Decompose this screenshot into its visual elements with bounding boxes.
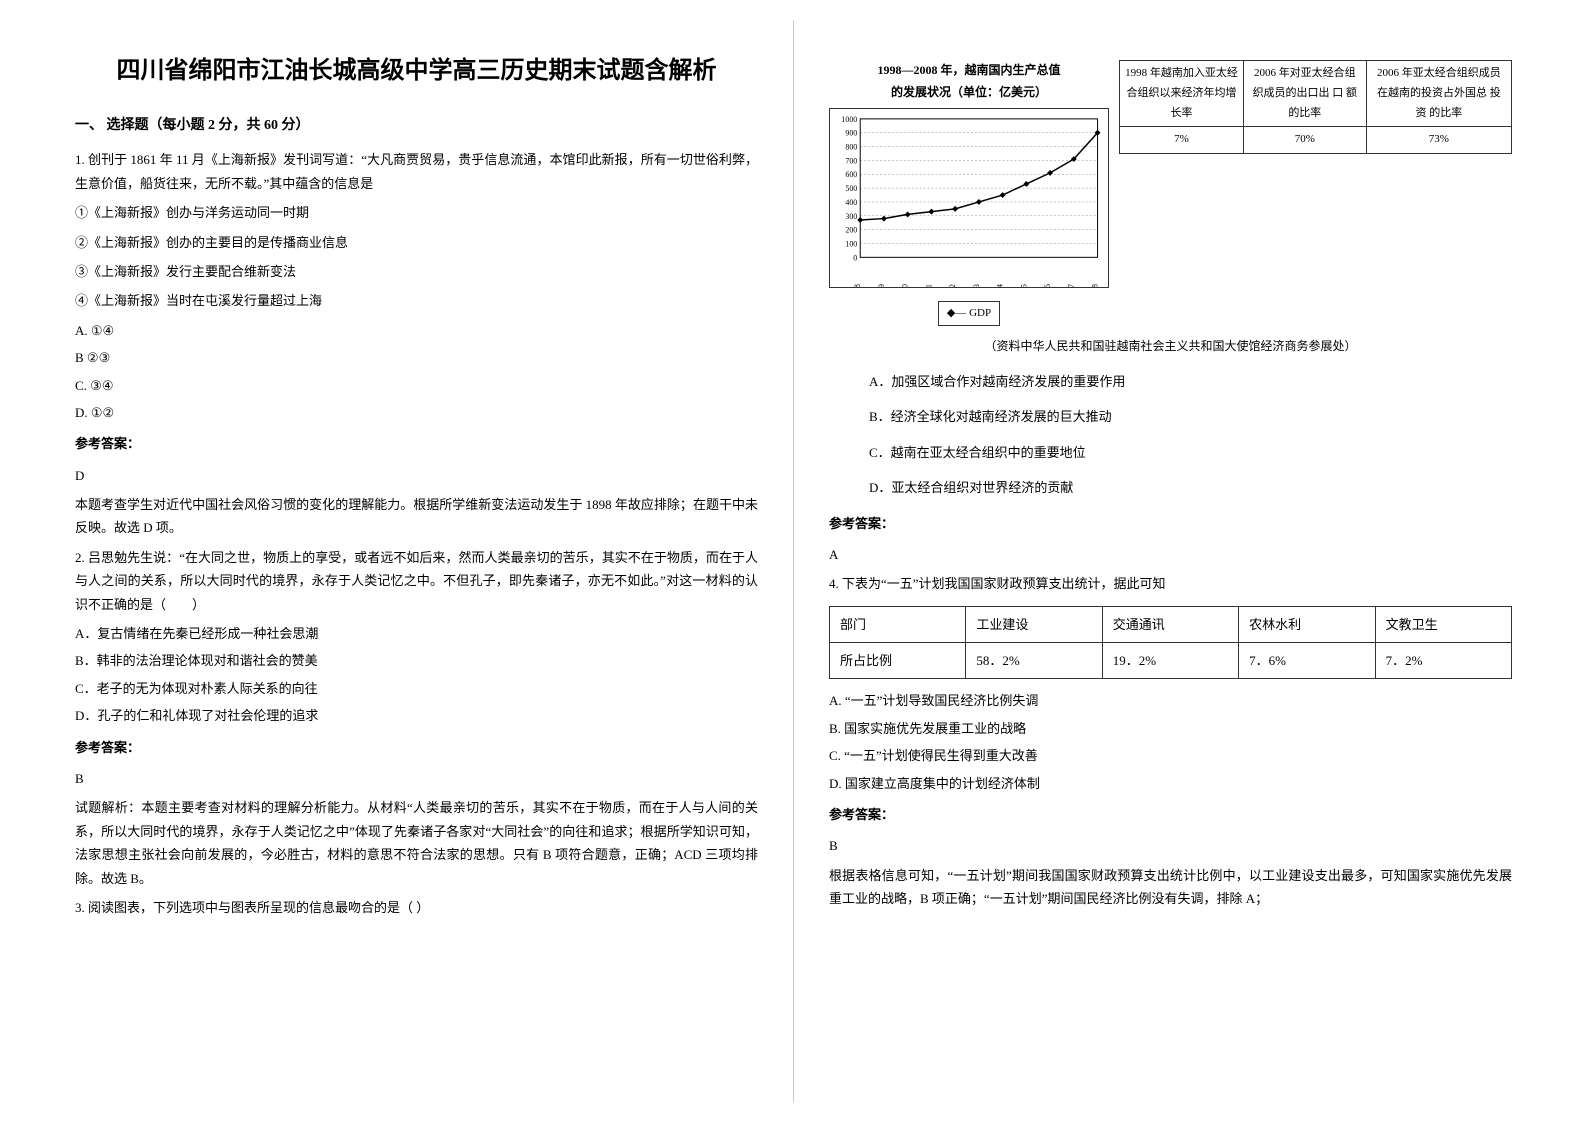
- q1-s3: ③《上海新报》发行主要配合维新变法: [75, 260, 758, 283]
- q4-ans-label: 参考答案：: [829, 803, 1512, 826]
- svg-text:1000: 1000: [841, 115, 857, 124]
- svg-text:2008: 2008: [1091, 284, 1100, 288]
- q2-optB: B．韩非的法治理论体现对和谐社会的赞美: [75, 649, 758, 672]
- q2-optD: D．孔子的仁和礼体现了对社会伦理的追求: [75, 704, 758, 727]
- left-column: 四川省绵阳市江油长城高级中学高三历史期末试题含解析 一、 选择题（每小题 2 分…: [40, 20, 794, 1102]
- svg-text:2006: 2006: [1043, 284, 1052, 288]
- q1-optC: C. ③④: [75, 374, 758, 397]
- cell: 7．2%: [1375, 643, 1511, 679]
- svg-text:2004: 2004: [996, 284, 1005, 288]
- svg-text:2005: 2005: [1019, 284, 1028, 288]
- q4-optB: B. 国家实施优先发展重工业的战略: [829, 717, 1512, 740]
- q2-ans-label: 参考答案：: [75, 736, 758, 759]
- svg-text:700: 700: [845, 157, 857, 166]
- q3-ans: A: [829, 543, 1512, 566]
- q1-optA: A. ①④: [75, 319, 758, 342]
- q2-stem: 2. 吕思勉先生说：“在大同之世，物质上的享受，或者远不如后来，然而人类最亲切的…: [75, 546, 758, 616]
- q1-ans-label: 参考答案：: [75, 432, 758, 455]
- cell: 58．2%: [966, 643, 1102, 679]
- q1-stem: 1. 创刊于 1861 年 11 月《上海新报》发刊词写道：“大凡商贾贸易，贵乎…: [75, 148, 758, 195]
- q4-stem: 4. 下表为“一五”计划我国国家财政预算支出统计，据此可知: [829, 572, 1512, 595]
- q1-s2: ②《上海新报》创办的主要目的是传播商业信息: [75, 231, 758, 254]
- svg-text:2000: 2000: [901, 284, 910, 288]
- cell: 7%: [1120, 127, 1244, 154]
- q1-optB: B ②③: [75, 346, 758, 369]
- chart-caption: （资料中华人民共和国驻越南社会主义共和国大使馆经济商务参展处）: [829, 336, 1512, 358]
- chart-area: 1998—2008 年，越南国内生产总值 的发展状况（单位：亿美元） 0 100 2…: [829, 60, 1512, 326]
- svg-text:2001: 2001: [924, 284, 933, 288]
- q3-optD: D．亚太经合组织对世界经济的贡献: [869, 476, 1512, 499]
- gdp-line-chart: 0 100 200 300 400 500 600 700 800 900 1000 1998 1999…: [829, 108, 1109, 288]
- cell: 农林水利: [1239, 606, 1375, 642]
- cell: 部门: [830, 606, 966, 642]
- svg-text:2003: 2003: [972, 284, 981, 288]
- svg-text:0: 0: [853, 253, 857, 262]
- chart-legend: ◆— GDP: [938, 301, 1000, 327]
- page-title: 四川省绵阳市江油长城高级中学高三历史期末试题含解析: [75, 50, 758, 93]
- cell: 文教卫生: [1375, 606, 1511, 642]
- svg-text:200: 200: [845, 226, 857, 235]
- svg-text:2002: 2002: [948, 284, 957, 288]
- cell: 7．6%: [1239, 643, 1375, 679]
- svg-text:600: 600: [845, 170, 857, 179]
- q1-s4: ④《上海新报》当时在屯溪发行量超过上海: [75, 289, 758, 312]
- q4-optC: C. “一五”计划使得民生得到重大改善: [829, 744, 1512, 767]
- cell: 70%: [1243, 127, 1366, 154]
- q3-stem: 3. 阅读图表，下列选项中与图表所呈现的信息最吻合的是（ ）: [75, 896, 758, 919]
- svg-text:300: 300: [845, 212, 857, 221]
- cell: 73%: [1366, 127, 1511, 154]
- q3-optC: C．越南在亚太经合组织中的重要地位: [869, 441, 1512, 464]
- q1-s1: ①《上海新报》创办与洋务运动同一时期: [75, 201, 758, 224]
- table-row: 1998 年越南加入亚太经合组织以来经济年均增长率 2006 年对亚太经合组织成…: [1120, 61, 1512, 127]
- q3-optA: A．加强区域合作对越南经济发展的重要作用: [869, 370, 1512, 393]
- svg-text:900: 900: [845, 129, 857, 138]
- q2-optA: A．复古情绪在先秦已经形成一种社会思潮: [75, 622, 758, 645]
- svg-text:1998: 1998: [853, 284, 862, 288]
- q1-ans: D: [75, 464, 758, 487]
- q1-explain: 本题考查学生对近代中国社会风俗习惯的变化的理解能力。根据所学维新变法运动发生于 …: [75, 493, 758, 540]
- cell: 交通通讯: [1102, 606, 1238, 642]
- svg-text:100: 100: [845, 240, 857, 249]
- q2-ans: B: [75, 767, 758, 790]
- q3-ans-label: 参考答案：: [829, 512, 1512, 535]
- svg-text:800: 800: [845, 143, 857, 152]
- svg-text:400: 400: [845, 198, 857, 207]
- legend-marker: ◆—: [947, 307, 966, 319]
- cell: 工业建设: [966, 606, 1102, 642]
- q4-table: 部门 工业建设 交通通讯 农林水利 文教卫生 所占比例 58．2% 19．2% …: [829, 606, 1512, 680]
- cell: 2006 年亚太经合组织成员在越南的投资占外国总 投 资 的比率: [1366, 61, 1511, 127]
- svg-text:2007: 2007: [1067, 284, 1076, 288]
- cell: 2006 年对亚太经合组织成员的出口出 口 额 的比率: [1243, 61, 1366, 127]
- right-column: 1998—2008 年，越南国内生产总值 的发展状况（单位：亿美元） 0 100 2…: [794, 20, 1547, 1102]
- q4-optD: D. 国家建立高度集中的计划经济体制: [829, 772, 1512, 795]
- table-row: 部门 工业建设 交通通讯 农林水利 文教卫生: [830, 606, 1512, 642]
- q4-optA: A. “一五”计划导致国民经济比例失调: [829, 689, 1512, 712]
- cell: 1998 年越南加入亚太经合组织以来经济年均增长率: [1120, 61, 1244, 127]
- cell: 所占比例: [830, 643, 966, 679]
- svg-text:1999: 1999: [877, 284, 886, 288]
- cell: 19．2%: [1102, 643, 1238, 679]
- q3-optB: B．经济全球化对越南经济发展的巨大推动: [869, 405, 1512, 428]
- legend-label: GDP: [969, 307, 991, 319]
- q2-explain: 试题解析：本题主要考查对材料的理解分析能力。从材料“人类最亲切的苦乐，其实不在于…: [75, 796, 758, 890]
- svg-text:500: 500: [845, 184, 857, 193]
- q2-optC: C．老子的无为体现对朴素人际关系的向往: [75, 677, 758, 700]
- chart-side-table: 1998 年越南加入亚太经合组织以来经济年均增长率 2006 年对亚太经合组织成…: [1119, 60, 1512, 154]
- table-row: 7% 70% 73%: [1120, 127, 1512, 154]
- section-header: 一、 选择题（每小题 2 分，共 60 分）: [75, 113, 758, 138]
- chart-title-1: 1998—2008 年，越南国内生产总值: [829, 60, 1109, 82]
- table-row: 所占比例 58．2% 19．2% 7．6% 7．2%: [830, 643, 1512, 679]
- q1-optD: D. ①②: [75, 401, 758, 424]
- q4-ans: B: [829, 834, 1512, 857]
- chart-box: 1998—2008 年，越南国内生产总值 的发展状况（单位：亿美元） 0 100 2…: [829, 60, 1109, 326]
- q4-explain: 根据表格信息可知，“一五计划”期间我国国家财政预算支出统计比例中，以工业建设支出…: [829, 864, 1512, 911]
- chart-title-2: 的发展状况（单位：亿美元）: [829, 82, 1109, 104]
